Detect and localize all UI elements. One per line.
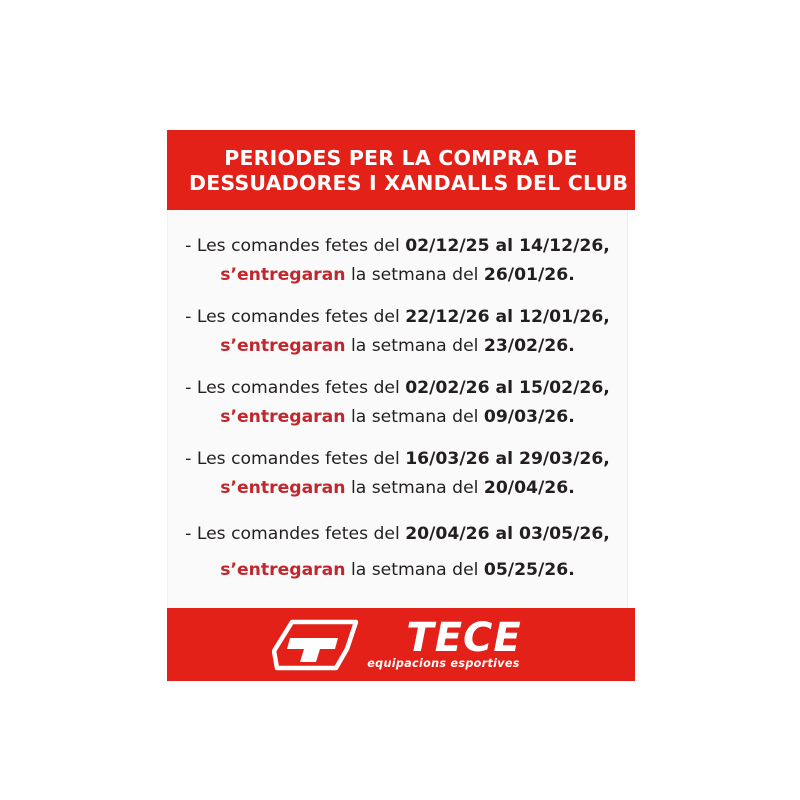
- tece-wordmark: TECE: [406, 615, 522, 662]
- period-delivery-word: s’entregaran: [220, 265, 346, 285]
- period-delivery-week: 23/02/26.: [483, 336, 575, 356]
- tece-hexagon-t-logo-icon: [272, 619, 359, 670]
- period-order-range: 16/03/26 al 29/03/26,: [405, 449, 610, 469]
- period-delivery-week: 20/04/26.: [483, 478, 575, 498]
- period-bullet: -: [185, 524, 192, 544]
- period-middle-text: la setmana del: [350, 478, 479, 498]
- tece-logo-lockup: TECE equipacions esportives: [272, 615, 522, 671]
- poster-body: - Les comandes fetes del 02/12/25 al 14/…: [167, 210, 628, 608]
- tece-tagline: equipacions esportives: [367, 657, 520, 671]
- period-row: - Les comandes fetes del 22/12/26 al 12/…: [178, 303, 617, 374]
- poster-header: PERIODES PER LA COMPRA DE DESSUADORES I …: [167, 130, 635, 210]
- period-order-range: 02/12/25 al 14/12/26,: [405, 236, 610, 256]
- period-order-range: 02/02/26 al 15/02/26,: [405, 378, 610, 398]
- period-order-range: 22/12/26 al 12/01/26,: [405, 307, 610, 327]
- period-row: - Les comandes fetes del 16/03/26 al 29/…: [178, 445, 617, 516]
- period-delivery-word: s’entregaran: [220, 407, 346, 427]
- period-delivery-week: 26/01/26.: [483, 265, 575, 285]
- period-middle-text: la setmana del: [350, 407, 479, 427]
- period-bullet: -: [185, 449, 192, 469]
- period-lead-text: Les comandes fetes del: [196, 524, 400, 544]
- period-delivery-week: 09/03/26.: [483, 407, 575, 427]
- period-delivery-word: s’entregaran: [220, 560, 346, 580]
- period-order-range: 20/04/26 al 03/05/26,: [405, 524, 610, 544]
- period-lead-text: Les comandes fetes del: [196, 378, 400, 398]
- period-bullet: -: [185, 307, 192, 327]
- period-bullet: -: [185, 236, 192, 256]
- poster-title-line-2: DESSUADORES I XANDALLS DEL CLUB: [189, 171, 629, 195]
- period-middle-text: la setmana del: [350, 265, 479, 285]
- period-row: - Les comandes fetes del 20/04/26 al 03/…: [178, 516, 617, 592]
- period-middle-text: la setmana del: [350, 336, 479, 356]
- period-row: - Les comandes fetes del 02/12/25 al 14/…: [178, 232, 617, 303]
- period-delivery-word: s’entregaran: [220, 478, 346, 498]
- period-lead-text: Les comandes fetes del: [196, 449, 400, 469]
- period-bullet: -: [185, 378, 192, 398]
- period-lead-text: Les comandes fetes del: [196, 236, 400, 256]
- period-row: - Les comandes fetes del 02/02/26 al 15/…: [178, 374, 617, 445]
- promo-poster-card: PERIODES PER LA COMPRA DE DESSUADORES I …: [167, 130, 635, 681]
- period-delivery-word: s’entregaran: [220, 336, 346, 356]
- period-lead-text: Les comandes fetes del: [196, 307, 400, 327]
- period-delivery-week: 05/25/26.: [483, 560, 575, 580]
- poster-footer: TECE equipacions esportives: [167, 608, 635, 681]
- poster-title-line-1: PERIODES PER LA COMPRA DE: [224, 146, 578, 170]
- tece-wordmark-group: TECE equipacions esportives: [367, 615, 522, 671]
- period-middle-text: la setmana del: [350, 560, 479, 580]
